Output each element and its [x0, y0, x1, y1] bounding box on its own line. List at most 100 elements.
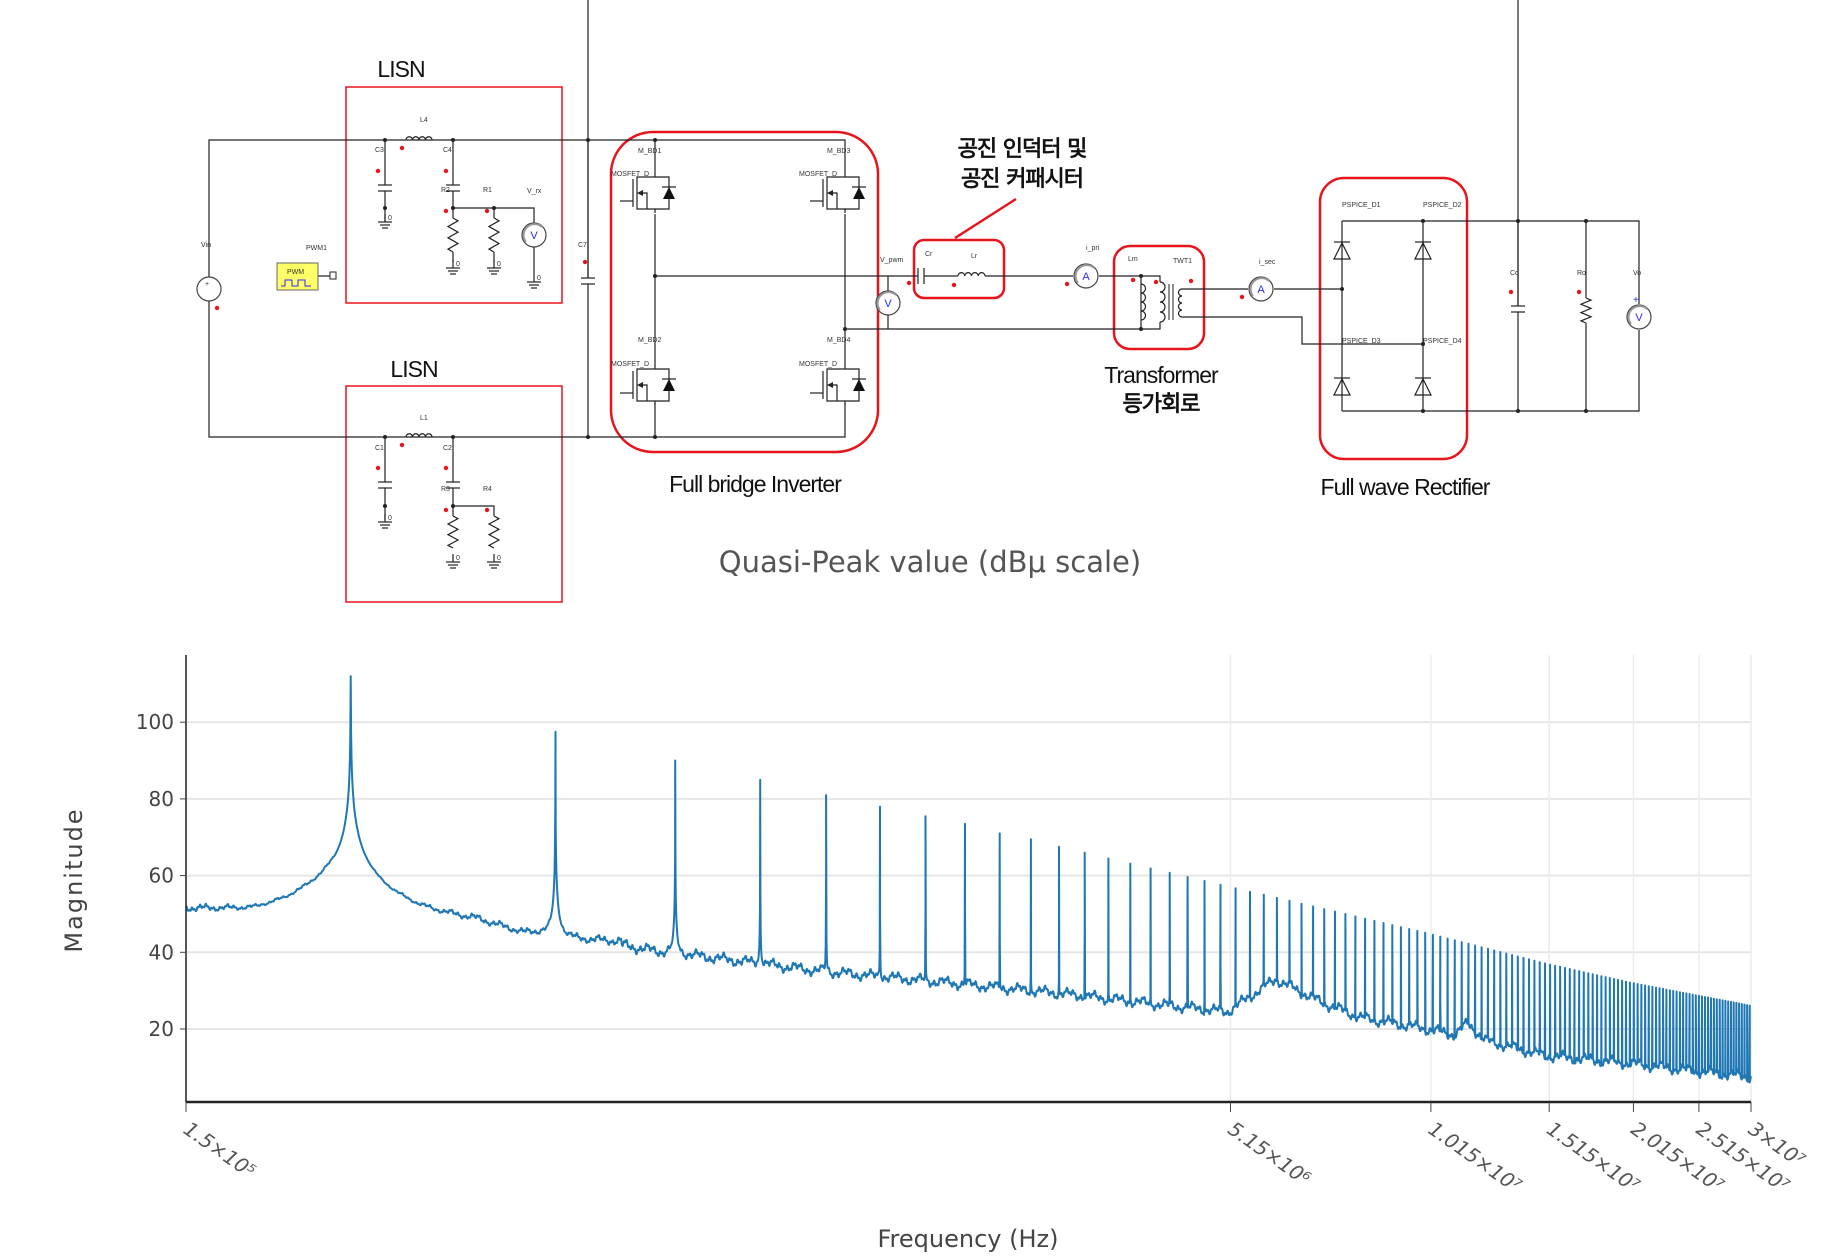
mosfet-m_bd3 [826, 176, 846, 213]
label-i_sec: i_sec [1259, 259, 1276, 266]
probe-marker [1508, 289, 1514, 295]
label-D3: PSPICE_D3 [1342, 338, 1381, 345]
label-R2: R2 [441, 187, 450, 194]
label-Lr: Lr [971, 253, 978, 260]
junction-dot [383, 206, 387, 210]
junction-dot [653, 138, 657, 142]
pwm-wave-icon [281, 279, 311, 287]
meter-arc [1627, 305, 1648, 325]
y-axis-label: Magnitude [60, 807, 88, 952]
junction-dot [1421, 219, 1425, 223]
inductor [1159, 281, 1166, 323]
probe-marker [399, 145, 405, 151]
y-tick-label: 60 [149, 864, 174, 888]
inductor [405, 136, 433, 141]
diode-icon [1333, 377, 1351, 396]
plot-area [185, 675, 1752, 1084]
probe-marker [951, 282, 957, 288]
junction-dot [586, 435, 590, 439]
ground-label: 0 [456, 555, 460, 562]
probe-marker [443, 465, 449, 471]
y-tick-label: 100 [136, 710, 174, 734]
transformer-title-line2: 등가회로 [1123, 392, 1201, 417]
transformer-box [1112, 244, 1206, 351]
label-R3: R3 [441, 486, 450, 493]
junction-dot [653, 274, 657, 278]
ground-label: 0 [456, 261, 460, 268]
junction-dot [1421, 409, 1425, 413]
wires [208, 139, 1640, 438]
label-M_BD4: M_BD4 [827, 337, 850, 344]
inverter-box [609, 130, 880, 454]
probe-marker [906, 280, 912, 286]
junction-dot [1421, 342, 1425, 346]
body-diode-icon [663, 379, 675, 391]
label-Lm: Lm [1128, 256, 1138, 263]
y-ticks: 20 40 60 80 100 [136, 710, 186, 1041]
probe-marker [443, 507, 449, 513]
junction-dot [1516, 409, 1520, 413]
resistor [487, 515, 501, 549]
label-C4: C4 [443, 147, 452, 154]
pwm-output-pin [329, 271, 337, 280]
x-tick-label: 2.515×10⁷ [1692, 1116, 1794, 1197]
mosfet-arrow-icon [827, 190, 833, 196]
meter-arc [1249, 277, 1270, 297]
plus-sign: + [205, 281, 209, 288]
mosfet-m_bd2 [636, 368, 656, 405]
label-PWM1: PWM1 [306, 245, 327, 252]
probe-marker [484, 208, 490, 214]
ground-label: 0 [388, 215, 392, 222]
wire [643, 384, 648, 401]
label-mosfet-3: MOSFET_D [799, 171, 837, 178]
probe-marker [582, 259, 588, 265]
junction-dot [653, 435, 657, 439]
label-mosfet-4: MOSFET_D [799, 361, 837, 368]
x-tick-label: 1.515×10⁷ [1542, 1116, 1644, 1197]
label-C3: C3 [375, 147, 384, 154]
diode-icon [1414, 377, 1432, 396]
inductor [1177, 288, 1183, 318]
junction-dot [1584, 219, 1588, 223]
label-Vin: Vin [201, 242, 211, 249]
mosfet-arrow-icon [637, 382, 643, 388]
label-TWT1: TWT1 [1173, 258, 1192, 265]
rectifier-box [1318, 176, 1469, 461]
junction-dot [843, 327, 847, 331]
vo-voltmeter-glyph: V [1635, 312, 1643, 324]
diode-icon [1414, 241, 1432, 260]
label-L1: L1 [420, 415, 428, 422]
label-M_BD3: M_BD3 [827, 148, 850, 155]
i_sec-ammeter-glyph: A [1257, 284, 1265, 296]
vin-source [196, 276, 222, 302]
meter-arc [522, 223, 543, 243]
plus-sign: + [1633, 295, 1639, 306]
inductor [957, 272, 986, 277]
junction-dot [1584, 409, 1588, 413]
x-axis-label: Frequency (Hz) [878, 1225, 1059, 1253]
label-V_rx: V_rx [527, 188, 542, 195]
lisn-bottom-title: LISN [390, 356, 437, 382]
lisn-top-box [345, 86, 563, 304]
label-D2: PSPICE_D2 [1423, 202, 1462, 209]
label-M_BD2: M_BD2 [638, 337, 661, 344]
x-tick-label: 3×10⁷ [1744, 1116, 1809, 1172]
pwm-text: PWM [287, 269, 304, 276]
inductor [405, 433, 433, 438]
y-tick-label: 20 [149, 1017, 174, 1041]
v_rx-voltmeter-glyph: V [530, 230, 538, 242]
label-Ro: Ro [1577, 270, 1586, 277]
i_sec-ammeter [1248, 276, 1274, 302]
probe-marker [375, 168, 381, 174]
wire [833, 192, 838, 209]
resonant-title-line1: 공진 인덕터 및 [958, 137, 1088, 162]
rectifier-title: Full wave Rectifier [1321, 474, 1491, 500]
x-tick-label: 5.15×10⁶ [1224, 1116, 1315, 1190]
mosfet-m_bd4 [826, 368, 846, 405]
label-Co: Co [1510, 270, 1519, 277]
probe-marker [214, 305, 220, 311]
label-C1: C1 [375, 445, 384, 452]
probe-marker [1064, 281, 1070, 287]
mosfet-arrow-icon [827, 382, 833, 388]
label-Vo: Vo [1633, 270, 1641, 277]
